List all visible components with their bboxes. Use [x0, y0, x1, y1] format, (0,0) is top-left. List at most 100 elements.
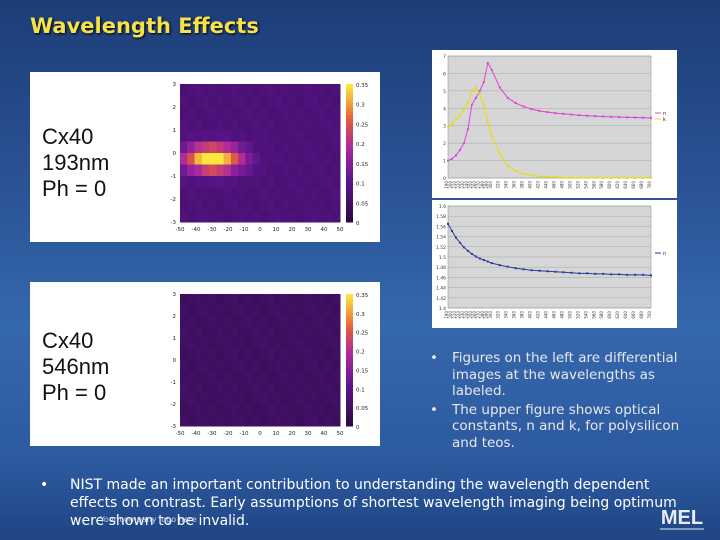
heatmap-cell: [245, 187, 254, 200]
heatmap-cell: [209, 371, 217, 383]
heatmap-cell: [310, 153, 319, 165]
x-tick-label: 260: [472, 311, 477, 319]
heatmap-cell: [187, 371, 196, 383]
differential-image-546nm: 0.35 0.3 0.25 0.2 0.15 0.1 0.05 0 3 2 1 0 -1 -2 -3 -50-…: [30, 282, 380, 446]
colorbar-segment: [346, 399, 353, 404]
heatmap-cell: [274, 141, 283, 154]
heatmap-cell: [245, 95, 254, 108]
data-point: [602, 176, 605, 179]
heatmap-cell: [318, 107, 326, 119]
heatmap-cell: [245, 338, 254, 350]
x-tick-label: 600: [607, 311, 612, 319]
data-point: [514, 102, 517, 105]
heatmap-cell: [209, 338, 217, 350]
heatmap-cell: [216, 210, 225, 223]
heatmap-cell: [260, 187, 268, 200]
heatmap-cell: [260, 84, 268, 96]
heatmap-cell: [230, 338, 239, 350]
colorbar-segment: [346, 353, 353, 358]
data-point: [578, 114, 581, 117]
heatmap-cell: [180, 316, 188, 328]
heatmap-cell: [216, 199, 225, 211]
heatmap-cell: [209, 141, 217, 154]
heatmap-cell: [303, 95, 312, 108]
heatmap-cell: [332, 95, 341, 108]
heatmap-cell: [230, 187, 239, 200]
heatmap-cell: [238, 393, 246, 405]
y-tick-label: 2: [443, 141, 446, 147]
y-tick-label: 1.6: [439, 204, 446, 210]
data-point: [462, 246, 465, 249]
heatmap-cell: [252, 95, 261, 108]
heatmap-cell: [180, 153, 188, 165]
heatmap-cell: [187, 360, 196, 372]
heatmap-cell: [230, 349, 239, 361]
x-tick-label: -50: [176, 227, 185, 233]
data-point: [570, 176, 573, 179]
heatmap-cell: [187, 316, 196, 328]
heatmap-cell: [281, 371, 290, 383]
x-tick-label: 480: [559, 311, 564, 319]
heatmap-cell: [238, 107, 246, 119]
data-point: [470, 89, 473, 92]
heatmap-cell: [209, 164, 217, 177]
heatmap-cell: [201, 393, 210, 405]
heatmap-cell: [260, 199, 268, 211]
heatmap-cell: [194, 176, 203, 188]
x-tick-label: 540: [583, 311, 588, 319]
heatmap-cell: [281, 338, 290, 350]
heatmap-cell: [238, 84, 246, 96]
y-tick-label: 0: [443, 176, 446, 182]
heatmap-cell: [245, 164, 254, 177]
colorbar-segment: [346, 366, 353, 371]
heatmap-cell: [332, 84, 341, 96]
x-tick-label: -20: [224, 227, 233, 233]
data-point: [506, 96, 509, 99]
heatmap-cell: [310, 176, 319, 188]
heatmap-cell: [274, 338, 283, 350]
heatmap-cell: [194, 84, 203, 96]
data-point: [530, 108, 533, 111]
data-point: [594, 115, 597, 118]
heatmap-cell: [209, 107, 217, 119]
heatmap-cell: [332, 360, 341, 372]
colorbar-segment: [346, 313, 353, 318]
colorbar-segment: [346, 156, 353, 161]
heatmap-cell: [223, 107, 232, 119]
heatmap-cell: [245, 118, 254, 131]
heatmap-cell: [252, 118, 261, 131]
heatmap-cell: [180, 107, 188, 119]
heatmap-cell: [318, 294, 326, 306]
heatmap-cell: [303, 327, 312, 339]
heatmap-cell: [303, 294, 312, 306]
heatmap-cell: [325, 210, 334, 223]
heatmap-cell: [194, 130, 203, 142]
heatmap-cell: [267, 294, 276, 306]
heatmap-cell: [230, 305, 239, 317]
data-point: [546, 175, 549, 178]
data-point: [486, 121, 489, 124]
data-point: [626, 273, 629, 276]
heatmap-cell: [274, 164, 283, 177]
x-tick-label: 540: [583, 181, 588, 189]
heatmap-cell: [260, 349, 268, 361]
x-tick-label: 580: [599, 311, 604, 319]
heatmap-cell: [187, 199, 196, 211]
heatmap-cell: [230, 130, 239, 142]
heatmap-cell: [267, 153, 276, 165]
heatmap-cell: [209, 305, 217, 317]
data-point: [506, 164, 509, 167]
heatmap-cell: [289, 141, 297, 154]
heatmap-cell: [194, 210, 203, 223]
x-tick-label: 280: [480, 311, 485, 319]
heatmap-cell: [252, 393, 261, 405]
y-tick-label: 7: [443, 54, 446, 60]
heatmap-cell: [194, 107, 203, 119]
colorbar-segment: [346, 327, 353, 331]
heatmap-cell: [332, 393, 341, 405]
heatmap-cell: [289, 164, 297, 177]
colorbar-tick-label: 0.1: [356, 182, 365, 188]
data-point: [447, 159, 449, 162]
heatmap-cell: [230, 95, 239, 108]
colorbar-segment: [346, 333, 353, 338]
